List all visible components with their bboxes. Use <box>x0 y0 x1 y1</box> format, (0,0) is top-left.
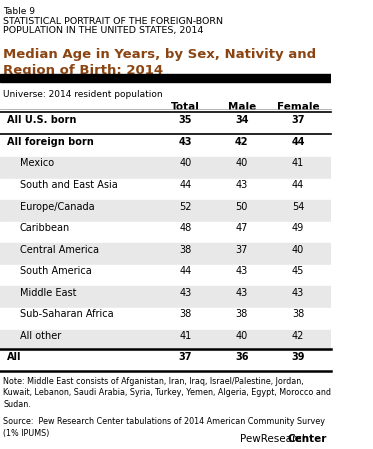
Text: 45: 45 <box>292 266 304 276</box>
Text: Table 9: Table 9 <box>3 7 35 16</box>
Text: 52: 52 <box>179 202 192 211</box>
Text: 43: 43 <box>236 288 248 298</box>
Text: 40: 40 <box>179 158 192 168</box>
Text: 54: 54 <box>292 202 304 211</box>
Text: 38: 38 <box>292 309 304 319</box>
Text: 36: 36 <box>235 352 248 362</box>
Text: 37: 37 <box>291 115 305 125</box>
Text: PewResearch: PewResearch <box>240 434 308 444</box>
Bar <box>0 157 331 178</box>
Text: Note: Middle East consists of Afganistan, Iran, Iraq, Israel/Palestine, Jordan,
: Note: Middle East consists of Afganistan… <box>3 377 331 409</box>
Text: 48: 48 <box>179 223 192 233</box>
Text: 38: 38 <box>179 245 192 255</box>
Text: All: All <box>7 352 21 362</box>
Text: STATISTICAL PORTRAIT OF THE FOREIGN-BORN: STATISTICAL PORTRAIT OF THE FOREIGN-BORN <box>3 17 223 26</box>
Bar <box>0 200 331 221</box>
Text: 35: 35 <box>179 115 192 125</box>
Text: 43: 43 <box>179 137 192 147</box>
Bar <box>0 179 331 199</box>
Text: 44: 44 <box>179 180 192 190</box>
Text: Universe: 2014 resident population: Universe: 2014 resident population <box>3 90 163 99</box>
Text: Total: Total <box>171 102 200 112</box>
Text: Sub-Saharan Africa: Sub-Saharan Africa <box>20 309 113 319</box>
Text: 44: 44 <box>291 137 305 147</box>
Bar <box>0 265 331 286</box>
Text: Center: Center <box>288 434 327 444</box>
Text: 34: 34 <box>235 115 248 125</box>
Bar <box>0 74 331 82</box>
Bar <box>0 308 331 329</box>
Text: POPULATION IN THE UNITED STATES, 2014: POPULATION IN THE UNITED STATES, 2014 <box>3 26 204 35</box>
Text: 47: 47 <box>236 223 248 233</box>
Text: 43: 43 <box>292 288 304 298</box>
Text: Male: Male <box>228 102 256 112</box>
Text: Median Age in Years, by Sex, Nativity and
Region of Birth: 2014: Median Age in Years, by Sex, Nativity an… <box>3 48 316 76</box>
Text: 43: 43 <box>179 288 192 298</box>
Text: 40: 40 <box>236 158 248 168</box>
Text: All U.S. born: All U.S. born <box>7 115 76 125</box>
Text: 40: 40 <box>292 245 304 255</box>
Text: Central America: Central America <box>20 245 99 255</box>
Text: 42: 42 <box>235 137 248 147</box>
Bar <box>0 286 331 307</box>
Text: South America: South America <box>20 266 92 276</box>
Text: Caribbean: Caribbean <box>20 223 70 233</box>
Text: 37: 37 <box>236 245 248 255</box>
Text: 43: 43 <box>236 266 248 276</box>
Text: 44: 44 <box>179 266 192 276</box>
Text: South and East Asia: South and East Asia <box>20 180 117 190</box>
Text: 44: 44 <box>292 180 304 190</box>
Text: 50: 50 <box>236 202 248 211</box>
Text: Mexico: Mexico <box>20 158 54 168</box>
Text: All other: All other <box>20 331 61 341</box>
Text: Female: Female <box>277 102 319 112</box>
Text: All foreign born: All foreign born <box>7 137 93 147</box>
Bar <box>0 330 331 350</box>
Text: 42: 42 <box>292 331 304 341</box>
Text: 39: 39 <box>291 352 305 362</box>
Text: 38: 38 <box>236 309 248 319</box>
Text: 37: 37 <box>179 352 192 362</box>
Bar <box>0 243 331 264</box>
Text: 41: 41 <box>292 158 304 168</box>
Text: 41: 41 <box>179 331 192 341</box>
Text: Middle East: Middle East <box>20 288 76 298</box>
Text: 40: 40 <box>236 331 248 341</box>
Text: Europe/Canada: Europe/Canada <box>20 202 94 211</box>
Text: 38: 38 <box>179 309 192 319</box>
Text: 43: 43 <box>236 180 248 190</box>
Text: Source:  Pew Research Center tabulations of 2014 American Community Survey
(1% I: Source: Pew Research Center tabulations … <box>3 417 325 438</box>
Text: 49: 49 <box>292 223 304 233</box>
Bar <box>0 222 331 242</box>
